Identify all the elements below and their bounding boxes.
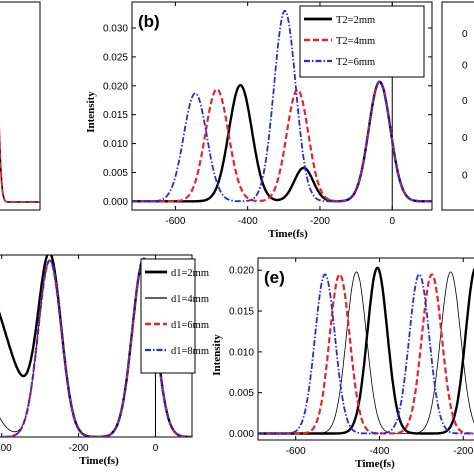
y-tick-label: 0.010 xyxy=(229,347,254,358)
series-line-2 xyxy=(258,273,474,435)
series-line-1 xyxy=(0,124,40,203)
panel-c: 0 0 0 0 0 xyxy=(441,1,474,211)
y-tick-label: 0.025 xyxy=(103,52,128,63)
x-tick-label: -200 xyxy=(453,446,473,457)
x-tick-label: -400 xyxy=(0,443,12,454)
y-tick-label: 0.005 xyxy=(103,168,128,179)
curves xyxy=(132,9,432,203)
series-line-3 xyxy=(258,273,474,435)
y-tick-label: 0 xyxy=(462,171,468,182)
legend-label-1: d1=4mm xyxy=(171,294,209,305)
legend-label-3: d1=8mm xyxy=(171,346,209,357)
y-axis-label: Intensity xyxy=(85,91,97,133)
legend-label-2: d1=6mm xyxy=(171,320,209,331)
panel-a xyxy=(0,1,41,211)
y-tick-label: 0.015 xyxy=(229,307,254,318)
y-tick-label: 0.005 xyxy=(229,388,254,399)
plot-frame xyxy=(257,257,474,441)
y-tick-label: 0.000 xyxy=(229,429,254,440)
y-tick-label: 0.020 xyxy=(103,81,128,92)
panel-e: -600 -400 -200 0.000 0.005 0.010 0.015 0.020 Tim… xyxy=(211,257,474,470)
x-tick-label: -200 xyxy=(69,443,89,454)
x-axis-label: Time(fs) xyxy=(79,455,119,467)
y-tick-label: 0.030 xyxy=(103,24,128,35)
plot-frame xyxy=(441,1,474,211)
panel-label: (e) xyxy=(264,268,285,287)
plot-frame xyxy=(0,1,41,211)
legend-label-2: T2=6mm xyxy=(336,57,375,68)
y-tick-label: 0.000 xyxy=(103,197,128,208)
y-tick-label: 0.010 xyxy=(103,139,128,150)
curves xyxy=(0,124,40,203)
y-tick-label: 0 xyxy=(462,29,468,40)
y-tick-label: 0 xyxy=(462,133,468,144)
x-axis-label: Time(fs) xyxy=(355,458,395,470)
y-tick-label: 0 xyxy=(462,96,468,107)
x-tick-label: -200 xyxy=(310,216,330,227)
x-tick-label: -600 xyxy=(286,446,306,457)
x-tick-label: 0 xyxy=(389,216,395,227)
panel-b: -600 -400 -200 0 0.000 0.005 0.010 0.015 0.020 0.… xyxy=(85,1,433,240)
y-tick-label: 0.015 xyxy=(103,110,128,121)
plot-frame xyxy=(131,1,433,211)
x-axis-label: Time(fs) xyxy=(268,228,308,240)
legend-label-1: T2=4mm xyxy=(336,36,375,47)
x-tick-label: -400 xyxy=(238,216,258,227)
x-tick-label: -400 xyxy=(369,446,389,457)
series-line-2 xyxy=(132,9,432,203)
legend-box xyxy=(140,258,196,374)
panel-label: (b) xyxy=(138,12,160,31)
y-axis-label: Intensity xyxy=(211,334,223,376)
legend-label-0: T2=2mm xyxy=(336,15,375,26)
legend-label-0: d1=2mm xyxy=(171,268,209,279)
y-tick-label: 0 xyxy=(462,60,468,71)
x-tick-label: -600 xyxy=(165,216,185,227)
panel-d: -400 -200 0 Time(fs) d1=2mm d1=4mm d1=6mm d1=8m… xyxy=(0,254,209,467)
curves xyxy=(258,266,474,435)
y-tick-label: 0.020 xyxy=(229,266,254,277)
x-tick-label: 0 xyxy=(153,443,159,454)
